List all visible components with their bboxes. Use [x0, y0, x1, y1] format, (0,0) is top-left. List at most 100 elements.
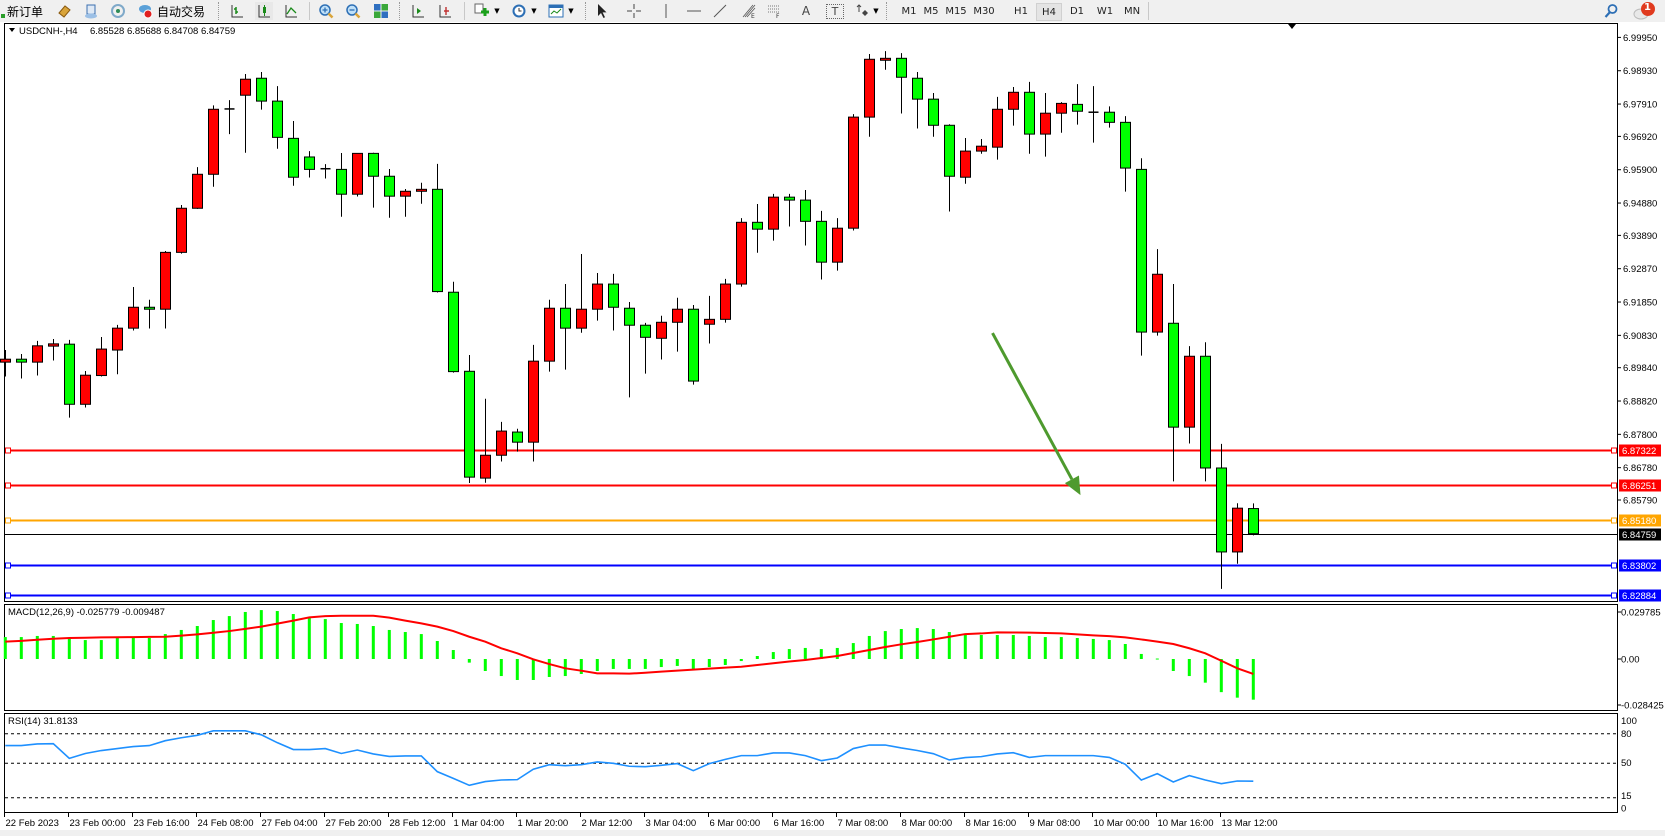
crosshair-icon[interactable]: [625, 2, 643, 20]
trendline-icon[interactable]: [712, 2, 728, 20]
bar-chart-icon[interactable]: [228, 2, 246, 20]
macd-title: MACD(12,26,9) -0.025779 -0.009487: [8, 607, 165, 618]
tile-windows-icon[interactable]: [372, 2, 390, 20]
indicators-dropdown-icon[interactable]: ▼: [494, 7, 500, 15]
line-chart-icon[interactable]: [282, 2, 300, 20]
chart-shift-icon[interactable]: [436, 2, 454, 20]
candle: [96, 336, 107, 377]
arrows-icon[interactable]: [853, 2, 871, 20]
candle: [720, 278, 731, 323]
line-handle-right[interactable]: [1611, 447, 1617, 454]
candle-body: [80, 374, 91, 405]
fibonacci-icon[interactable]: E: [740, 2, 758, 20]
timeframe-m1[interactable]: M1: [901, 5, 917, 17]
macd-histogram-bar: [467, 659, 471, 663]
candle-body: [1040, 112, 1051, 135]
candle: [928, 92, 939, 137]
vertical-line-icon[interactable]: [658, 2, 674, 20]
auto-trading-button[interactable]: 自动交易: [156, 4, 205, 19]
chart-menu-triangle-icon[interactable]: [9, 28, 15, 32]
macd-histogram-bar: [963, 634, 967, 659]
macd-histogram-bar: [979, 635, 983, 659]
auto-scroll-icon[interactable]: [409, 2, 427, 20]
candle-body: [464, 370, 475, 478]
candle: [64, 339, 75, 418]
notification-icon[interactable]: 1: [1630, 2, 1660, 20]
periods-dropdown-icon[interactable]: ▼: [531, 7, 537, 15]
zoom-in-icon[interactable]: [317, 2, 335, 20]
trend-arrow-head-icon[interactable]: [1064, 475, 1081, 496]
candle: [400, 188, 411, 217]
line-handle-right[interactable]: [1611, 592, 1617, 599]
chart-shift-marker-icon[interactable]: [1288, 24, 1296, 29]
line-handle-left[interactable]: [5, 592, 11, 599]
arrows-dropdown-icon[interactable]: ▼: [873, 7, 879, 15]
new-order-button[interactable]: 新订单: [6, 4, 43, 19]
price-tick-label: 6.95900: [1623, 165, 1657, 176]
zoom-out-icon[interactable]: [344, 2, 362, 20]
candle: [1024, 81, 1035, 154]
indicators-icon[interactable]: [472, 2, 492, 20]
cursor-icon[interactable]: [593, 2, 611, 20]
timeframe-w1[interactable]: W1: [1096, 5, 1114, 17]
line-handle-left[interactable]: [5, 447, 11, 454]
toolbar-separator: [464, 2, 465, 20]
timeframe-m15[interactable]: M15: [945, 5, 967, 17]
horizontal-line-icon[interactable]: [686, 2, 702, 20]
line-handle-left[interactable]: [5, 482, 11, 489]
macd-histogram-bar: [755, 656, 759, 659]
candlestick-icon[interactable]: [255, 2, 273, 20]
candle: [416, 182, 427, 204]
rsi-pane[interactable]: [4, 713, 1618, 813]
navigator-icon[interactable]: [109, 2, 127, 20]
candle: [304, 151, 315, 178]
line-handle-left[interactable]: [5, 517, 11, 524]
macd-histogram-bar: [947, 632, 951, 659]
macd-histogram-bar: [83, 640, 87, 659]
timeframe-m5[interactable]: M5: [923, 5, 939, 17]
toolbar-separator: [399, 2, 400, 20]
templates-icon[interactable]: [546, 2, 566, 20]
rsi-tick-label: 0: [1621, 804, 1626, 815]
macd-histogram-bar: [419, 634, 423, 659]
candle-body: [688, 308, 699, 382]
line-handle-right[interactable]: [1611, 482, 1617, 489]
macd-histogram-bar: [1251, 659, 1255, 700]
time-tick-label: 13 Mar 12:00: [1222, 818, 1278, 829]
new-order-icon[interactable]: [0, 2, 6, 20]
candle: [128, 286, 139, 331]
time-tick-label: 23 Feb 16:00: [134, 818, 190, 829]
search-icon[interactable]: [1602, 2, 1620, 20]
time-tick-label: 6 Mar 16:00: [774, 818, 825, 829]
price-line-badge: [1619, 559, 1661, 572]
line-handle-right[interactable]: [1611, 517, 1617, 524]
candle-body: [848, 116, 859, 229]
line-handle-left[interactable]: [5, 562, 11, 569]
data-window-icon[interactable]: [82, 2, 100, 20]
macd-histogram-bar: [67, 638, 71, 659]
candle-body: [512, 431, 523, 443]
text-icon[interactable]: A: [801, 4, 811, 18]
templates-dropdown-icon[interactable]: ▼: [568, 7, 574, 15]
timeframe-d1[interactable]: D1: [1069, 5, 1085, 17]
trend-arrow-line[interactable]: [991, 332, 1074, 481]
timeframe-m30[interactable]: M30: [973, 5, 995, 17]
line-handle-right[interactable]: [1611, 562, 1617, 569]
market-watch-icon[interactable]: [55, 2, 73, 20]
macd-histogram-bar: [275, 611, 279, 659]
macd-histogram-bar: [579, 659, 583, 674]
text-label-icon[interactable]: T: [826, 4, 844, 19]
timeframe-h4[interactable]: H4: [1036, 3, 1062, 21]
auto-trading-icon[interactable]: [136, 2, 154, 20]
timeframe-h1[interactable]: H1: [1014, 5, 1028, 17]
fib-fan-icon[interactable]: F: [765, 2, 783, 20]
timeframe-mn[interactable]: MN: [1123, 5, 1141, 17]
price-tick-label: 6.92870: [1623, 264, 1657, 275]
candle-body: [800, 199, 811, 222]
time-tick-label: 28 Feb 12:00: [390, 818, 446, 829]
main-price-pane[interactable]: [4, 23, 1618, 602]
macd-histogram-bar: [675, 659, 679, 666]
periods-icon[interactable]: [509, 2, 529, 20]
price-tick-label: 6.91850: [1623, 298, 1657, 309]
